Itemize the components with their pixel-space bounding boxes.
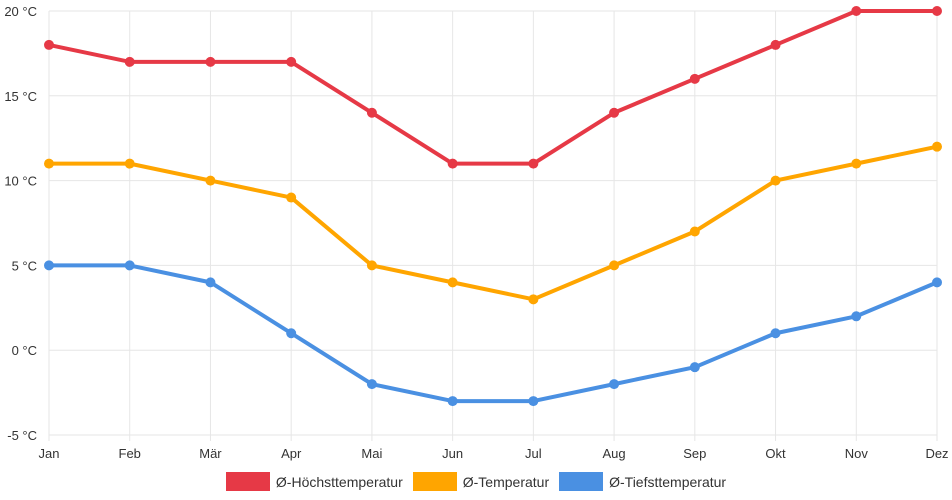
data-point-0-7	[609, 107, 620, 118]
data-point-2-0	[44, 260, 54, 271]
y-tick-label: 20 °C	[4, 4, 37, 19]
x-tick-label: Nov	[845, 446, 869, 461]
data-point-0-3	[286, 56, 297, 67]
data-point-0-1	[124, 56, 135, 67]
data-point-1-3	[286, 192, 297, 203]
data-point-0-6	[528, 158, 539, 169]
x-tick-label: Aug	[603, 446, 626, 461]
data-point-1-10	[851, 158, 862, 169]
data-point-1-0	[44, 158, 54, 169]
legend-label-tiefst: Ø-Tiefsttemperatur	[609, 473, 727, 490]
y-tick-label: 0 °C	[12, 343, 37, 358]
grid	[48, 10, 938, 441]
data-point-1-6	[528, 294, 539, 305]
data-point-2-5	[447, 396, 458, 407]
data-point-2-1	[124, 260, 135, 271]
series-line-2	[47, 263, 939, 404]
data-point-2-7	[609, 379, 620, 390]
data-point-2-4	[366, 379, 377, 390]
data-point-2-10	[851, 311, 862, 322]
data-point-1-7	[609, 260, 620, 271]
y-tick-label: 5 °C	[12, 258, 37, 273]
data-point-0-5	[447, 158, 458, 169]
data-point-1-5	[447, 277, 458, 288]
series-line-0	[47, 9, 939, 166]
y-tick-label: 10 °C	[4, 174, 37, 189]
data-point-1-1	[124, 158, 135, 169]
data-point-0-0	[44, 39, 54, 50]
legend-item-hoechst[interactable]: Ø-Höchsttemperatur	[225, 472, 403, 491]
data-point-2-3	[286, 328, 297, 339]
y-tick-label: 15 °C	[4, 89, 37, 104]
data-point-1-11	[932, 141, 942, 152]
x-tick-label: Jul	[525, 446, 542, 461]
legend-label-hoechst: Ø-Höchsttemperatur	[275, 473, 403, 490]
legend-item-mittel[interactable]: Ø-Temperatur	[412, 472, 550, 491]
x-tick-label: Feb	[119, 446, 141, 461]
y-axis-ticks: 20 °C 15 °C 10 °C 5 °C 0 °C -5 °C	[4, 4, 37, 443]
series-lines	[47, 9, 939, 404]
series-line-1	[47, 144, 939, 302]
data-point-1-8	[689, 226, 700, 237]
data-point-1-2	[205, 175, 216, 186]
legend-label-mittel: Ø-Temperatur	[462, 473, 550, 490]
data-point-0-2	[205, 56, 216, 67]
x-tick-label: Mär	[199, 446, 222, 461]
data-point-0-11	[932, 6, 942, 16]
data-point-0-10	[851, 6, 862, 16]
data-point-2-9	[770, 328, 781, 339]
data-point-2-2	[205, 277, 216, 288]
series-points	[44, 6, 942, 407]
x-tick-label: Dez	[925, 446, 948, 461]
data-point-0-8	[689, 73, 700, 84]
data-point-1-9	[770, 175, 781, 186]
x-tick-label: Mai	[361, 446, 382, 461]
legend-swatch-hoechst	[225, 472, 270, 491]
x-tick-label: Sep	[683, 446, 706, 461]
x-axis-ticks: Jan Feb Mär Apr Mai Jun Jul Aug Sep Okt Nov Dez	[39, 446, 949, 461]
chart-canvas: 20 °C 15 °C 10 °C 5 °C 0 °C -5 °C Jan Feb Mär Ap…	[4, 4, 949, 461]
data-point-2-8	[689, 362, 700, 373]
x-tick-label: Jun	[442, 446, 463, 461]
legend-swatch-tiefst	[559, 472, 604, 491]
data-point-0-4	[366, 107, 377, 118]
legend-item-tiefst[interactable]: Ø-Tiefsttemperatur	[559, 472, 726, 491]
legend: Ø-Höchsttemperatur Ø-Temperatur Ø-Tiefst…	[0, 472, 952, 491]
x-tick-label: Okt	[765, 446, 786, 461]
legend-swatch-mittel	[412, 472, 457, 491]
x-tick-label: Apr	[281, 446, 302, 461]
y-tick-label: -5 °C	[7, 428, 37, 443]
data-point-1-4	[366, 260, 377, 271]
data-point-2-11	[932, 277, 942, 288]
x-tick-label: Jan	[39, 446, 60, 461]
data-point-2-6	[528, 396, 539, 407]
data-point-0-9	[770, 39, 781, 50]
